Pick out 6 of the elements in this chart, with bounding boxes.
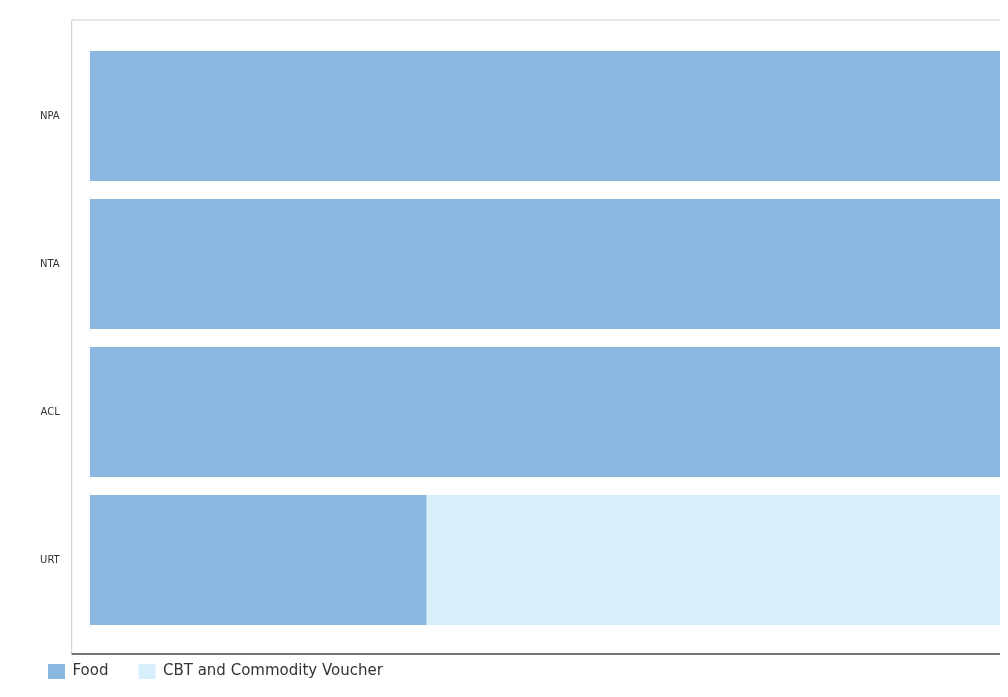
y-tick-label: ACL <box>40 405 61 417</box>
legend-label: Food <box>72 661 109 680</box>
y-tick-label: NTA <box>40 257 60 269</box>
y-tick-label: URT <box>40 553 61 565</box>
legend-label: CBT and Commodity Voucher <box>162 661 384 680</box>
y-tick-label: NPA <box>39 109 60 121</box>
